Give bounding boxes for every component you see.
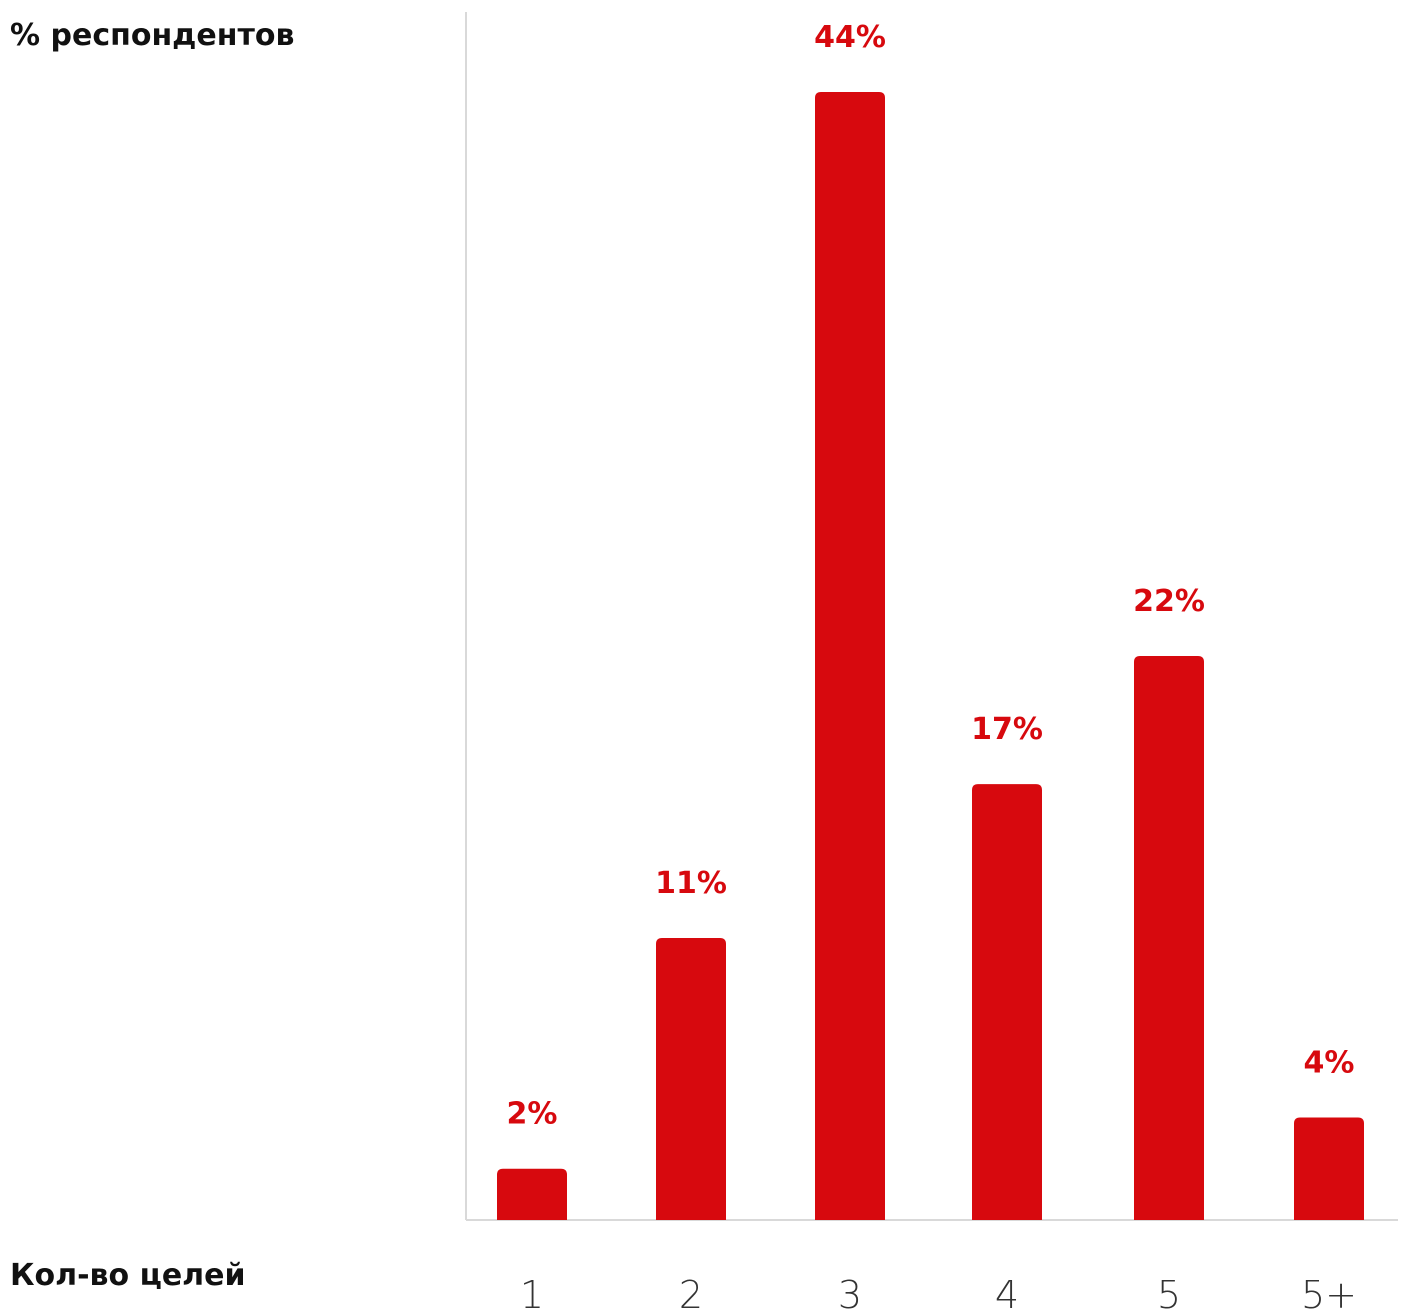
category-label-1: 1	[520, 1273, 544, 1316]
category-label-2: 2	[679, 1273, 703, 1316]
bars-group	[497, 92, 1364, 1220]
y-axis-title: % респондентов	[10, 18, 295, 53]
category-label-4: 4	[995, 1273, 1019, 1316]
value-label-3: 44%	[814, 20, 886, 55]
category-label-5: 5	[1157, 1273, 1181, 1316]
category-labels-group: 1 2 3 4 5 5+	[520, 1273, 1357, 1316]
bar-4	[972, 784, 1042, 1220]
bar-3	[815, 92, 885, 1220]
value-label-5: 22%	[1133, 584, 1205, 619]
x-axis-title: Кол-во целей	[10, 1258, 246, 1293]
value-label-1: 2%	[507, 1097, 558, 1132]
value-label-4: 17%	[971, 712, 1043, 747]
value-label-5+: 4%	[1304, 1045, 1355, 1080]
value-labels-group: 2% 11% 44% 17% 22% 4%	[507, 20, 1355, 1132]
category-label-3: 3	[838, 1273, 862, 1316]
bar-5+	[1294, 1117, 1364, 1220]
bar-5	[1134, 656, 1204, 1220]
bar-1	[497, 1168, 567, 1220]
category-label-5+: 5+	[1301, 1273, 1357, 1316]
value-label-2: 11%	[655, 866, 727, 901]
bar-2	[656, 938, 726, 1220]
